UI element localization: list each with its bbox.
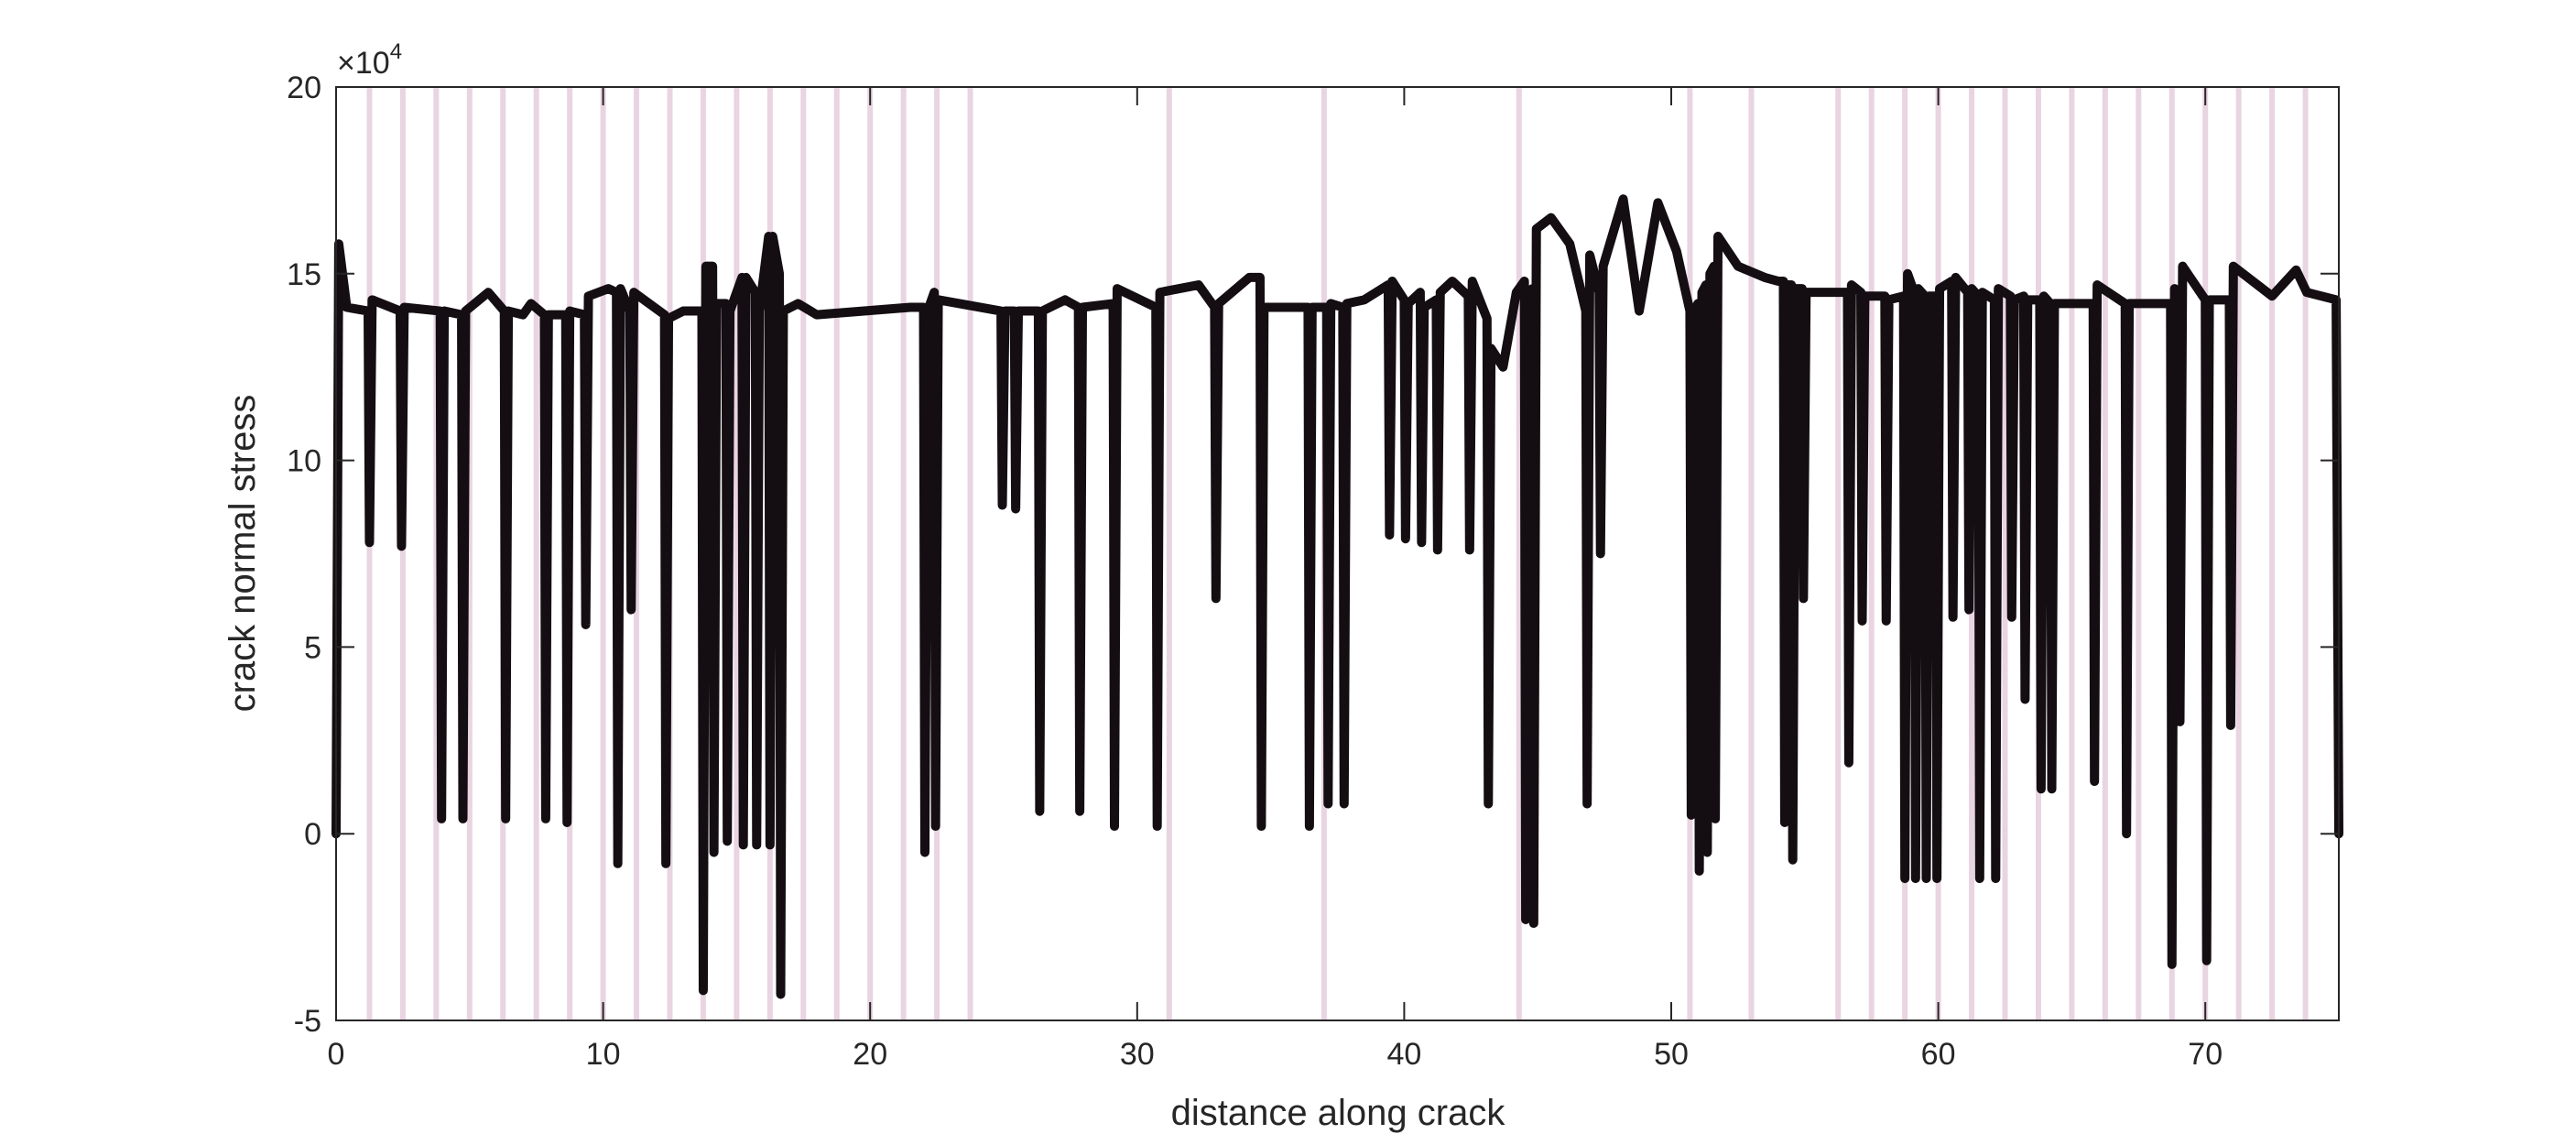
y-tick-label: 20 — [287, 71, 321, 105]
y-tick-label: 15 — [287, 257, 321, 292]
axes-box — [335, 86, 2340, 1021]
y-tick-label: 0 — [304, 817, 321, 852]
x-tick-label: 30 — [1120, 1037, 1155, 1072]
x-tick-label: 20 — [853, 1037, 887, 1072]
y-tick-label: 10 — [287, 444, 321, 479]
y-tick-label: 5 — [304, 630, 321, 665]
y-tick-label: -5 — [294, 1004, 321, 1039]
x-tick-label: 50 — [1654, 1037, 1689, 1072]
data-line — [332, 194, 2343, 999]
x-axis-label: distance along crack — [1171, 1093, 1506, 1133]
x-tick-label: 10 — [586, 1037, 621, 1072]
y-multiplier-exponent: 4 — [390, 39, 402, 64]
y-multiplier: ×104 — [337, 39, 402, 81]
x-tick-label: 60 — [1921, 1037, 1956, 1072]
x-tick-label: 0 — [328, 1037, 345, 1072]
x-tick-label: 70 — [2188, 1037, 2223, 1072]
y-axis-label: crack normal stress — [223, 395, 263, 713]
y-multiplier-base: ×10 — [337, 46, 390, 81]
x-tick-label: 40 — [1386, 1037, 1421, 1072]
